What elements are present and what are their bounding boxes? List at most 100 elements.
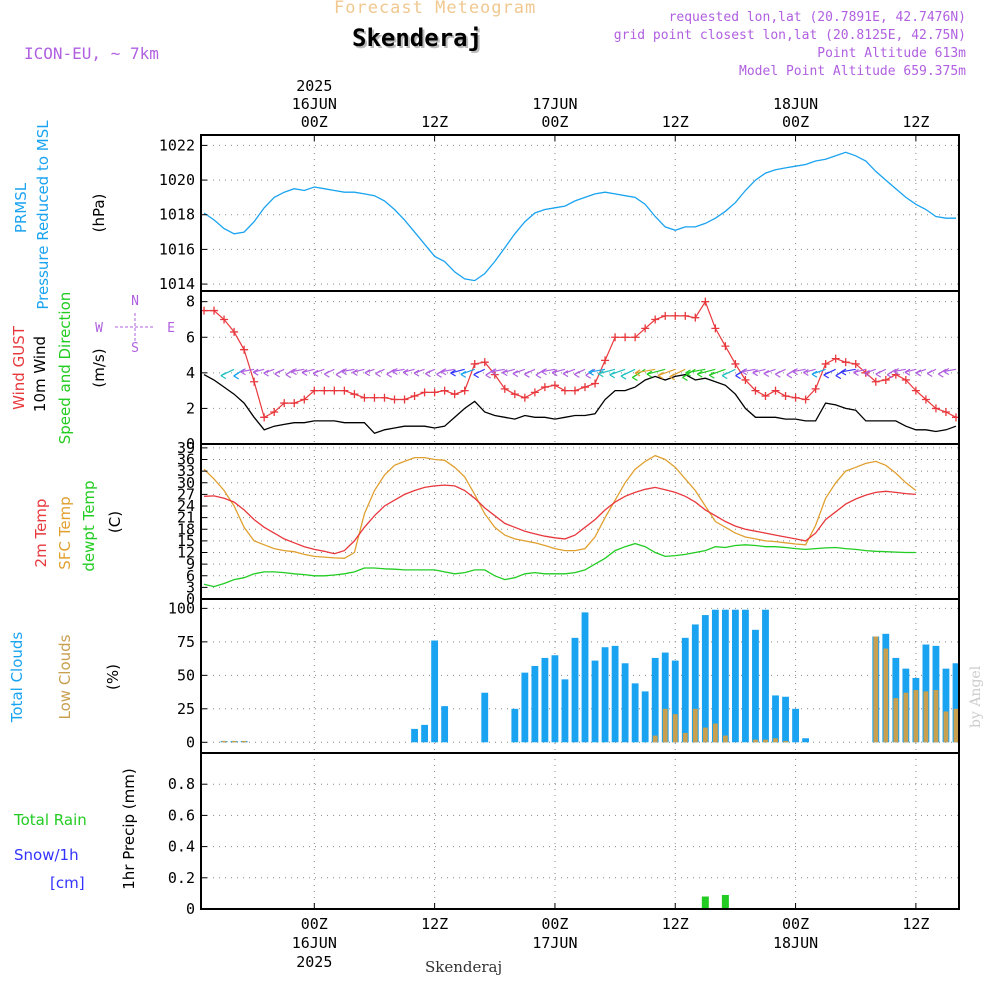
compass-cross (115, 313, 155, 341)
total-cloud-bar (802, 738, 810, 743)
gust-point (410, 391, 419, 400)
sfc-temp-label: SFC Temp (56, 496, 74, 569)
wind-arrow-head (620, 372, 627, 380)
gust-point (691, 313, 700, 322)
wind-arrow (697, 368, 716, 375)
wind-arrow-head (875, 370, 882, 378)
total-cloud-bar (671, 660, 679, 743)
wind-arrow-head (682, 373, 688, 381)
wind-arrow-head (915, 369, 922, 377)
wind-arrow (588, 368, 606, 373)
gust-point (911, 386, 920, 395)
low-cloud-bar (763, 739, 768, 743)
dewpt-label: dewpt Temp (80, 480, 98, 571)
gust-point (791, 393, 800, 402)
wind-arrow-head (685, 369, 691, 377)
gust-point (210, 306, 219, 315)
wind-arrow-head (335, 371, 342, 379)
total-cloud-bar (601, 647, 609, 743)
top-time-label: 12Z (662, 113, 689, 131)
total-cloud-bar (531, 665, 539, 743)
wind-arrow-head (823, 371, 830, 379)
wind-arrow-head (792, 368, 798, 376)
low-cloud-bar (221, 740, 227, 743)
wind-arrow-head (485, 371, 491, 379)
t2m-label: 2m Temp (32, 499, 50, 568)
low-cloud-bar (913, 690, 919, 743)
total-cloud-bar (711, 609, 719, 743)
gust-point (711, 324, 720, 333)
ytick-label: 1016 (159, 240, 195, 258)
wind-arrow-head (291, 368, 297, 376)
wind-arrow-head (375, 370, 381, 378)
wind-arrow (491, 368, 505, 373)
top-time-label: 16JUN (292, 95, 337, 113)
gust-point (621, 333, 630, 342)
total-cloud-bar (952, 663, 960, 743)
wind-arrow-head (708, 371, 715, 379)
bottom-time-label: 2025 (296, 953, 332, 971)
wind-arrow-head (440, 368, 447, 376)
wind-arrow-head (285, 371, 292, 379)
gust-point (731, 359, 740, 368)
pressure-unit: (hPa) (90, 194, 108, 233)
wind-arrow-head (301, 369, 308, 377)
gust-point (641, 324, 650, 333)
wind-arrow-head (535, 371, 542, 379)
total-cloud-bar (661, 652, 669, 743)
gust-point (651, 315, 660, 324)
wind-arrow-head (696, 370, 703, 378)
top-time-label: 18JUN (773, 95, 818, 113)
total-cloud-bar (591, 660, 599, 743)
low-cloud-bar (241, 740, 247, 743)
gust-point (550, 381, 559, 390)
wind-gust-label: Wind GUST (10, 325, 28, 410)
gust-point (671, 311, 680, 320)
wind-arrow-head (721, 372, 728, 380)
low-cloud-bar (933, 690, 939, 743)
gust-point (560, 386, 569, 395)
gust-point (751, 386, 760, 395)
wind-arrow-head (609, 371, 616, 379)
wind-arrow-head (864, 369, 870, 377)
ytick-label: 0 (186, 590, 195, 608)
wind-arrow (240, 368, 255, 373)
gust-point (801, 395, 810, 404)
gust-point (540, 383, 549, 392)
ytick-label: 33 (177, 462, 195, 480)
wind-arrow-head (763, 370, 770, 378)
wind-arrow-head (541, 368, 547, 376)
total-cloud-bar (571, 637, 579, 743)
ytick-label: 18 (177, 520, 195, 538)
ytick-label: 39 (177, 439, 195, 457)
gust-point (841, 358, 850, 367)
ytick-label: 0.6 (168, 806, 195, 824)
total-cloud-bar (621, 663, 629, 743)
gust-point (240, 345, 249, 354)
wind-arrow-head (233, 372, 240, 380)
wind-arrow (598, 368, 616, 375)
gust-point (831, 354, 840, 363)
total-cloud-bar (792, 708, 799, 743)
gust-point (340, 386, 349, 395)
gust-point (701, 297, 710, 306)
gust-point (500, 384, 509, 393)
low-cloud-bar (722, 735, 728, 743)
bottom-time-label: 00Z (782, 915, 809, 933)
gust-point (570, 386, 579, 395)
ytick-label: 21 (177, 509, 195, 527)
low-cloud-bar (873, 636, 879, 743)
wind-arrow (291, 368, 305, 373)
gust-point (440, 386, 449, 395)
wind-arrow-head (240, 368, 246, 376)
gust-point (851, 359, 860, 368)
total-cloud-bar (691, 624, 699, 743)
low-cloud-bar (923, 691, 929, 743)
ytick-label: 0.8 (168, 775, 195, 793)
wind-arrow (440, 368, 455, 373)
top-time-label: 12Z (421, 113, 448, 131)
gust-point (781, 391, 790, 400)
wind-arrow-head (324, 370, 330, 378)
wind-arrow-head (501, 369, 508, 377)
wind-arrow-head (853, 369, 859, 377)
